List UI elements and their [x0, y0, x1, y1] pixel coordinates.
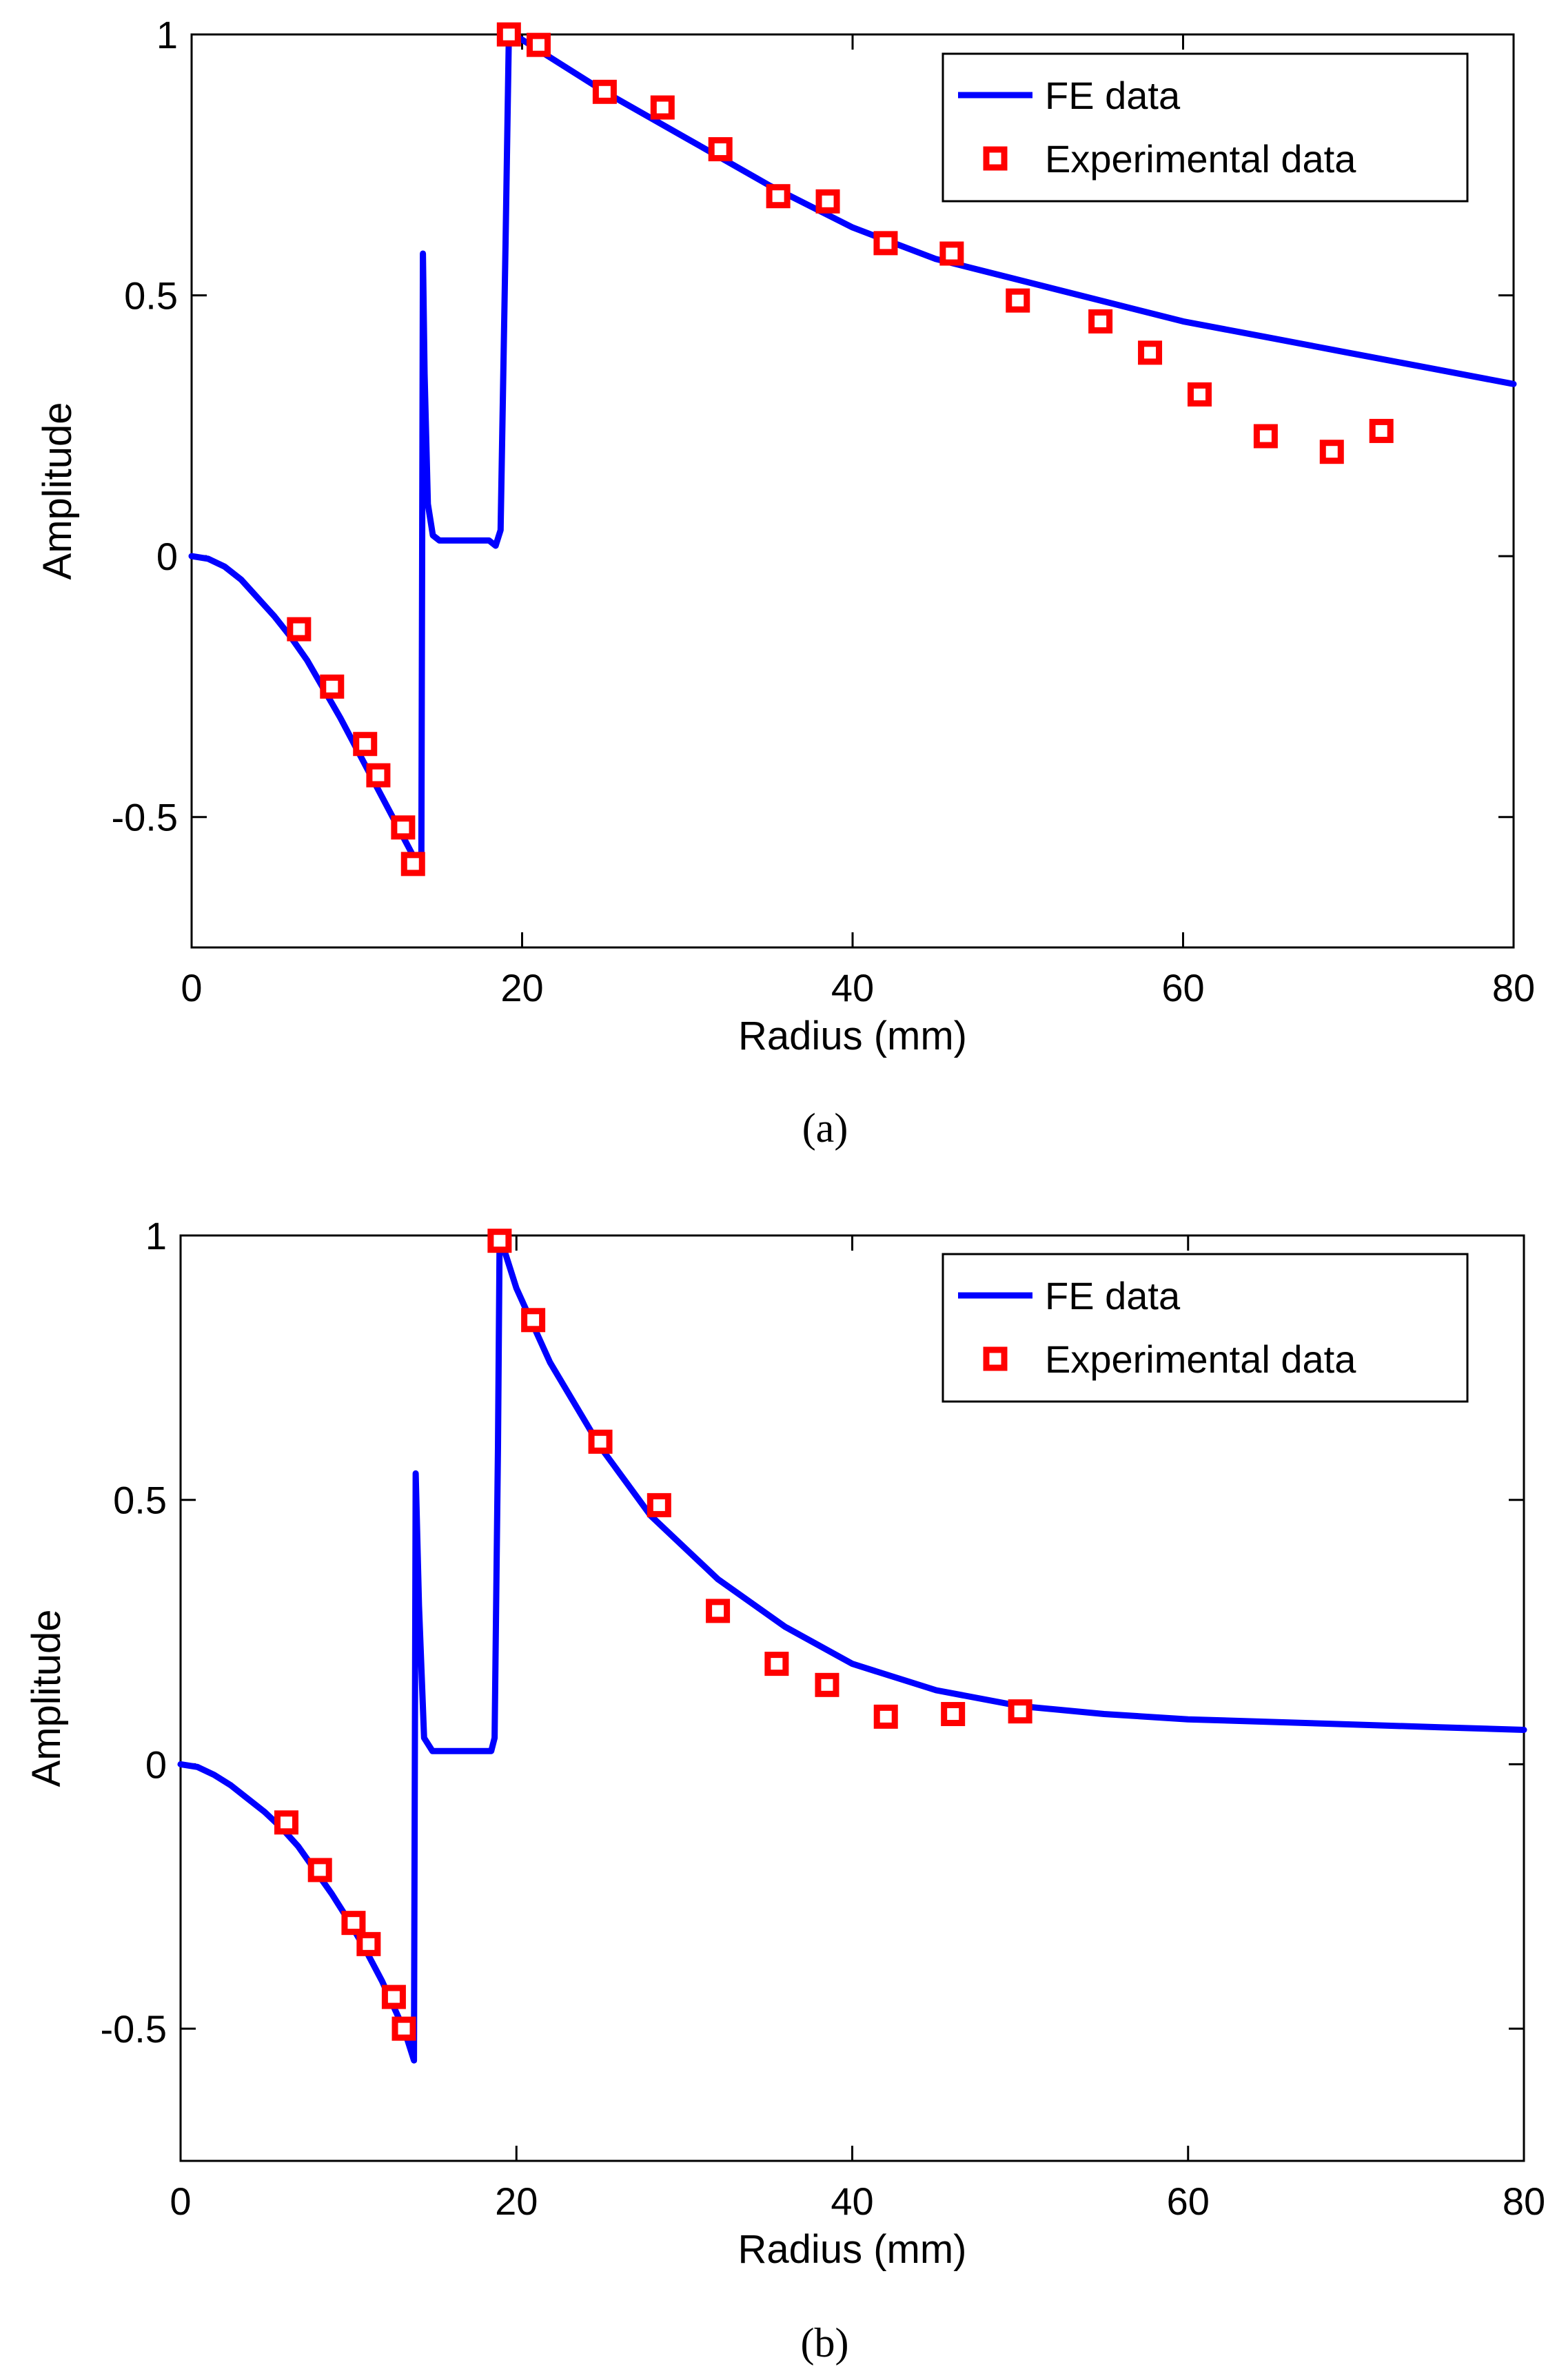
- legend-label: FE data: [1045, 1274, 1181, 1317]
- experimental-point: [588, 1429, 613, 1454]
- chart-panel-a: 0 20 40 60 80 -0.5 0 0.5 1 Radius (mm) Amplitude FE…: [35, 13, 1535, 1151]
- chart-panel-b: 0 20 40 60 80 -0.5 0 0.5 1 Radius (mm) Amplitude FE…: [24, 1214, 1545, 2366]
- experimental-point: [274, 1810, 298, 1835]
- x-tick-label: 40: [831, 966, 874, 1009]
- experimental-point: [307, 1858, 332, 1883]
- experimental-point: [1008, 1699, 1032, 1724]
- x-tick-label: 20: [495, 2179, 538, 2223]
- x-tick-label: 40: [831, 2179, 873, 2223]
- legend-label: Experimental data: [1045, 137, 1356, 181]
- experimental-point: [764, 1652, 789, 1676]
- experimental-point: [391, 815, 416, 840]
- experimental-point: [592, 79, 617, 104]
- experimental-point: [1088, 309, 1113, 334]
- x-tick-label: 80: [1492, 966, 1535, 1009]
- experimental-point: [400, 852, 425, 876]
- fe-data-line: [177, 1232, 1527, 2064]
- x-tick-label: 0: [170, 2179, 191, 2223]
- y-tick-label: 1: [145, 1214, 167, 1258]
- x-tick-label: 20: [500, 966, 543, 1009]
- legend-marker-swatch: [983, 146, 1008, 171]
- x-tick-label: 60: [1167, 2179, 1210, 2223]
- y-tick-label: 0.5: [124, 274, 178, 318]
- x-axis-label: Radius (mm): [738, 1014, 967, 1058]
- experimental-point: [647, 1492, 671, 1517]
- experimental-point: [341, 1911, 366, 1936]
- experimental-point: [815, 189, 840, 214]
- y-tick-label: 1: [156, 13, 178, 57]
- y-tick-label: -0.5: [101, 2007, 167, 2051]
- legend-box: [942, 1253, 1469, 1403]
- x-tick-label: 80: [1503, 2179, 1545, 2223]
- experimental-point: [939, 241, 964, 266]
- x-axis-label: Radius (mm): [738, 2227, 967, 2272]
- experimental-point: [487, 1229, 512, 1253]
- y-axis-label: Amplitude: [24, 1610, 69, 1787]
- y-axis-label: Amplitude: [35, 402, 80, 580]
- x-tick-label: 60: [1161, 966, 1204, 1009]
- experimental-point: [496, 22, 521, 47]
- experimental-point: [1006, 288, 1030, 313]
- experimental-point: [366, 763, 391, 788]
- legend-label: Experimental data: [1045, 1337, 1356, 1381]
- experimental-point: [1369, 418, 1394, 443]
- experimental-point: [353, 732, 378, 757]
- experimental-point: [873, 1704, 898, 1729]
- experimental-point: [381, 1984, 406, 2009]
- legend-label: FE data: [1045, 74, 1181, 117]
- y-tick-label: 0: [145, 1743, 167, 1786]
- experimental-point: [766, 184, 791, 209]
- panel-caption: (a): [802, 1105, 848, 1151]
- x-tick-label: 0: [181, 966, 202, 1009]
- experimental-point: [287, 617, 312, 642]
- experimental-point: [391, 2016, 416, 2041]
- legend-box: [942, 52, 1469, 203]
- experimental-point: [708, 137, 733, 162]
- experimental-point: [1187, 382, 1212, 407]
- experimental-point: [815, 1672, 839, 1697]
- experimental-point: [650, 95, 675, 120]
- experimental-point: [1253, 424, 1278, 449]
- y-tick-label: 0.5: [113, 1479, 167, 1522]
- experimental-point: [521, 1308, 546, 1333]
- experimental-point: [1319, 440, 1344, 464]
- y-tick-label: 0: [156, 535, 178, 578]
- legend-marker-swatch: [983, 1346, 1008, 1371]
- y-tick-label: -0.5: [112, 796, 179, 839]
- experimental-point: [356, 1931, 381, 1956]
- experimental-point: [526, 32, 551, 57]
- experimental-point: [706, 1599, 731, 1623]
- panel-caption: (b): [801, 2320, 849, 2366]
- experimental-point: [1138, 340, 1163, 365]
- experimental-point: [941, 1702, 966, 1727]
- experimental-point: [873, 231, 898, 256]
- experimental-point: [320, 674, 345, 699]
